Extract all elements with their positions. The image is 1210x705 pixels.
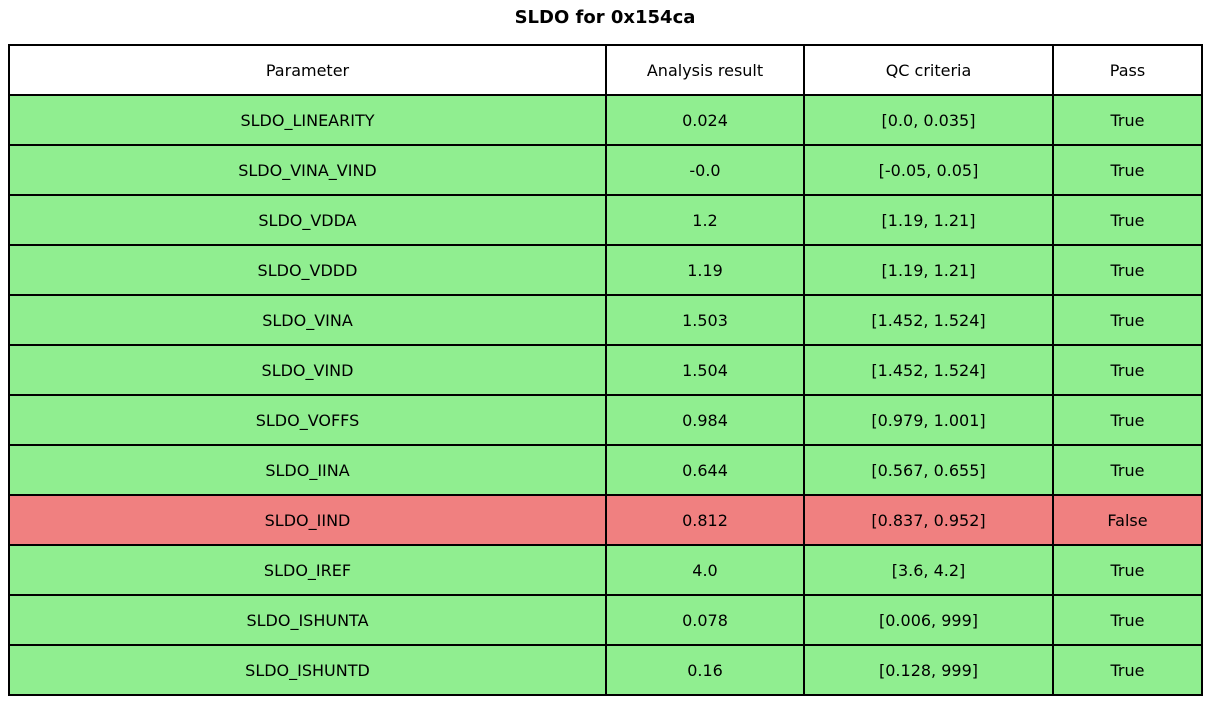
cell-pass: True bbox=[1052, 344, 1203, 396]
cell-pass: False bbox=[1052, 494, 1203, 546]
table-row: SLDO_ISHUNTD 0.16 [0.128, 999] True bbox=[8, 644, 1203, 696]
cell-parameter: SLDO_IREF bbox=[8, 544, 607, 596]
cell-criteria: [0.979, 1.001] bbox=[803, 394, 1054, 446]
cell-criteria: [1.19, 1.21] bbox=[803, 244, 1054, 296]
column-header-parameter: Parameter bbox=[8, 44, 607, 96]
table-row: SLDO_IINA 0.644 [0.567, 0.655] True bbox=[8, 444, 1203, 496]
table-row: SLDO_VDDD 1.19 [1.19, 1.21] True bbox=[8, 244, 1203, 296]
table-row: SLDO_VOFFS 0.984 [0.979, 1.001] True bbox=[8, 394, 1203, 446]
cell-criteria: [0.0, 0.035] bbox=[803, 94, 1054, 146]
page-title: SLDO for 0x154ca bbox=[514, 7, 696, 28]
table-row: SLDO_VDDA 1.2 [1.19, 1.21] True bbox=[8, 194, 1203, 246]
qc-results-table: Parameter Analysis result QC criteria Pa… bbox=[8, 44, 1203, 696]
cell-parameter: SLDO_LINEARITY bbox=[8, 94, 607, 146]
cell-parameter: SLDO_VINA_VIND bbox=[8, 144, 607, 196]
cell-parameter: SLDO_VDDA bbox=[8, 194, 607, 246]
cell-pass: True bbox=[1052, 294, 1203, 346]
table-row: SLDO_VINA 1.503 [1.452, 1.524] True bbox=[8, 294, 1203, 346]
cell-criteria: [0.006, 999] bbox=[803, 594, 1054, 646]
cell-pass: True bbox=[1052, 144, 1203, 196]
cell-pass: True bbox=[1052, 244, 1203, 296]
column-header-analysis-result: Analysis result bbox=[605, 44, 805, 96]
cell-result: 4.0 bbox=[605, 544, 805, 596]
column-header-pass: Pass bbox=[1052, 44, 1203, 96]
cell-criteria: [0.837, 0.952] bbox=[803, 494, 1054, 546]
cell-result: 0.024 bbox=[605, 94, 805, 146]
table-row-failed: SLDO_IIND 0.812 [0.837, 0.952] False bbox=[8, 494, 1203, 546]
cell-pass: True bbox=[1052, 194, 1203, 246]
table-header: Parameter Analysis result QC criteria Pa… bbox=[8, 44, 1203, 96]
cell-parameter: SLDO_VOFFS bbox=[8, 394, 607, 446]
table-row: SLDO_LINEARITY 0.024 [0.0, 0.035] True bbox=[8, 94, 1203, 146]
table-row: SLDO_VIND 1.504 [1.452, 1.524] True bbox=[8, 344, 1203, 396]
cell-parameter: SLDO_ISHUNTD bbox=[8, 644, 607, 696]
cell-parameter: SLDO_VIND bbox=[8, 344, 607, 396]
cell-criteria: [1.19, 1.21] bbox=[803, 194, 1054, 246]
cell-result: 1.504 bbox=[605, 344, 805, 396]
cell-criteria: [0.128, 999] bbox=[803, 644, 1054, 696]
cell-result: 0.078 bbox=[605, 594, 805, 646]
cell-parameter: SLDO_VINA bbox=[8, 294, 607, 346]
cell-result: 1.2 bbox=[605, 194, 805, 246]
header-row: Parameter Analysis result QC criteria Pa… bbox=[8, 44, 1203, 96]
cell-criteria: [-0.05, 0.05] bbox=[803, 144, 1054, 196]
cell-result: 0.812 bbox=[605, 494, 805, 546]
cell-pass: True bbox=[1052, 594, 1203, 646]
cell-result: 1.19 bbox=[605, 244, 805, 296]
cell-pass: True bbox=[1052, 644, 1203, 696]
cell-parameter: SLDO_IINA bbox=[8, 444, 607, 496]
cell-result: 0.16 bbox=[605, 644, 805, 696]
table-row: SLDO_VINA_VIND -0.0 [-0.05, 0.05] True bbox=[8, 144, 1203, 196]
cell-criteria: [1.452, 1.524] bbox=[803, 294, 1054, 346]
cell-criteria: [0.567, 0.655] bbox=[803, 444, 1054, 496]
table-row: SLDO_ISHUNTA 0.078 [0.006, 999] True bbox=[8, 594, 1203, 646]
table-body: SLDO_LINEARITY 0.024 [0.0, 0.035] True S… bbox=[8, 94, 1203, 696]
cell-result: 1.503 bbox=[605, 294, 805, 346]
table-row: SLDO_IREF 4.0 [3.6, 4.2] True bbox=[8, 544, 1203, 596]
cell-parameter: SLDO_VDDD bbox=[8, 244, 607, 296]
cell-result: 0.644 bbox=[605, 444, 805, 496]
cell-criteria: [3.6, 4.2] bbox=[803, 544, 1054, 596]
cell-parameter: SLDO_ISHUNTA bbox=[8, 594, 607, 646]
cell-criteria: [1.452, 1.524] bbox=[803, 344, 1054, 396]
cell-result: 0.984 bbox=[605, 394, 805, 446]
cell-pass: True bbox=[1052, 544, 1203, 596]
cell-result: -0.0 bbox=[605, 144, 805, 196]
column-header-qc-criteria: QC criteria bbox=[803, 44, 1054, 96]
cell-parameter: SLDO_IIND bbox=[8, 494, 607, 546]
cell-pass: True bbox=[1052, 94, 1203, 146]
cell-pass: True bbox=[1052, 444, 1203, 496]
cell-pass: True bbox=[1052, 394, 1203, 446]
